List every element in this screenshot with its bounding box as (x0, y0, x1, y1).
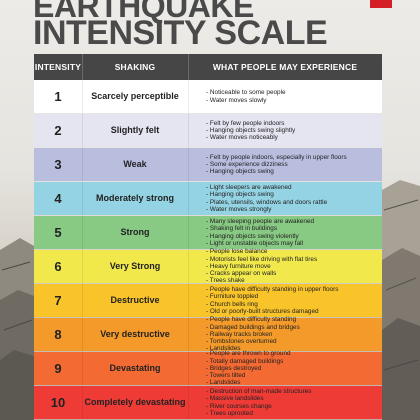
table-row: 1 Scarcely perceptible - Noticeable to som… (34, 80, 382, 113)
experience-item: - Hanging objects swing (206, 191, 274, 199)
intensity-value: 2 (54, 123, 62, 138)
shaking-label: Weak (123, 159, 147, 169)
experience-item: - Cracks appear on walls (206, 270, 277, 278)
experience-item: - Church bells ring (206, 300, 258, 308)
shaking-label: Strong (120, 227, 150, 237)
experience-list: - People have difficulty standing - Damag… (206, 316, 382, 353)
experience-list: - People have difficulty standing in upp… (206, 284, 382, 317)
table-row: 4 Moderately strong - Light sleepers are a… (34, 182, 382, 215)
experience-item: - River courses change (206, 402, 272, 410)
experience-item: - Hanging objects swing slightly (206, 126, 296, 134)
experience-item: - Some experience dizziness (206, 160, 288, 168)
corner-tab (370, 0, 392, 8)
intensity-value: 8 (54, 327, 62, 342)
experience-item: - Massive landslides (206, 395, 264, 403)
experience-list: - Many sleeping people are awakened - Sha… (206, 216, 382, 249)
experience-item: - Bridges destroyed (206, 364, 262, 372)
header-shaking: SHAKING (114, 62, 156, 72)
shaking-label: Very destructive (100, 329, 170, 339)
experience-list: - People are thrown to ground - Totally d… (206, 350, 382, 387)
experience-item: - Landslides (206, 345, 241, 353)
table-header: INTENSITY SHAKING WHAT PEOPLE MAY EXPERI… (34, 54, 382, 80)
intensity-value: 9 (54, 361, 62, 376)
shaking-label: Completely devastating (84, 397, 186, 407)
table-row: 8 Very destructive - People have difficult… (34, 316, 382, 353)
experience-item: - Light sleepers are awakened (206, 183, 292, 191)
intensity-value: 4 (54, 191, 62, 206)
shaking-label: Moderately strong (95, 193, 174, 203)
experience-item: - Many sleeping people are awakened (206, 217, 315, 225)
experience-list: - Felt by few people indoors - Hanging ob… (206, 114, 382, 147)
experience-list: - Felt by people indoors, especially in … (206, 148, 382, 181)
experience-list: - Light sleepers are awakened - Hanging o… (206, 182, 382, 215)
experience-item: - Hanging objects swing (206, 168, 274, 176)
experience-item: - People have difficulty standing (206, 316, 297, 324)
intensity-table: INTENSITY SHAKING WHAT PEOPLE MAY EXPERI… (34, 54, 382, 420)
shaking-label: Devastating (109, 363, 161, 373)
experience-item: - People have difficulty standing in upp… (206, 285, 339, 293)
experience-item: - Felt by few people indoors (206, 119, 285, 127)
experience-item: - Damaged buildings and bridges (206, 323, 300, 331)
experience-item: - Light or unstable objects may fall (206, 239, 303, 247)
experience-item: - Landslides (206, 379, 241, 387)
experience-item: - Railway tracks broken (206, 330, 273, 338)
experience-item: - Towers tilted (206, 372, 246, 380)
shaking-label: Slightly felt (110, 125, 160, 135)
experience-item: - Destruction of man-made structures (206, 387, 312, 395)
experience-item: - Motorists feel like driving with flat … (206, 255, 318, 263)
table-row: 3 Weak - Felt by people indoors, especiall… (34, 148, 382, 181)
experience-item: - Noticeable to some people (206, 89, 286, 97)
experience-item: - Trees uprooted (206, 409, 253, 417)
experience-item: - People are thrown to ground (206, 350, 291, 358)
table-row: 10 Completely devastating - Destruction of… (34, 386, 382, 419)
experience-item: - Totally damaged buildings (206, 357, 284, 365)
experience-item: - People lose balance (206, 248, 268, 256)
shaking-label: Very Strong (109, 261, 161, 271)
table-row: 6 Very Strong - People lose balance - Motor… (34, 248, 382, 285)
experience-list: - Destruction of man-made structures - Ma… (206, 386, 382, 419)
table-row: 2 Slightly felt - Felt by few people indoo… (34, 114, 382, 147)
header-experience: WHAT PEOPLE MAY EXPERIENCE (212, 62, 358, 72)
intensity-value: 3 (54, 157, 62, 172)
experience-item: - Tombstones overturned (206, 338, 277, 346)
page-title-line1: EARTHQUAKE (33, 0, 254, 24)
experience-list: - People lose balance - Motorists feel li… (206, 248, 382, 285)
experience-item: - Furniture toppled (206, 293, 259, 301)
table-row: 7 Destructive - People have difficulty sta… (34, 284, 382, 317)
experience-item: - Shaking felt in buildings (206, 225, 278, 233)
experience-item: - Plates, utensils, windows and doors ra… (206, 198, 328, 206)
page-title-line2: INTENSITY SCALE (33, 14, 328, 52)
experience-item: - Hanging objects swing violently (206, 232, 299, 240)
intensity-value: 6 (54, 259, 62, 274)
table-row: 9 Devastating - People are thrown to groun… (34, 350, 382, 387)
experience-list: - Noticeable to some people - Water moves… (206, 80, 382, 113)
experience-item: - Old or poorly-built structures damaged (206, 307, 319, 315)
intensity-value: 7 (54, 293, 62, 308)
shaking-label: Scarcely perceptible (91, 91, 179, 101)
experience-item: - Water moves strongly (206, 205, 272, 213)
experience-item: - Water moves noticeably (206, 134, 278, 142)
shaking-label: Destructive (110, 295, 160, 305)
header-intensity: INTENSITY (34, 62, 82, 72)
intensity-value: 1 (54, 89, 62, 104)
experience-item: - Water moves slowly (206, 96, 267, 104)
table-row: 5 Strong - Many sleeping people are awaken… (34, 216, 382, 249)
experience-item: - Felt by people indoors, especially in … (206, 153, 347, 161)
experience-item: - Heavy furniture move (206, 262, 271, 270)
intensity-value: 10 (50, 395, 66, 410)
intensity-value: 5 (54, 225, 62, 240)
experience-item: - Trees shake (206, 277, 245, 285)
